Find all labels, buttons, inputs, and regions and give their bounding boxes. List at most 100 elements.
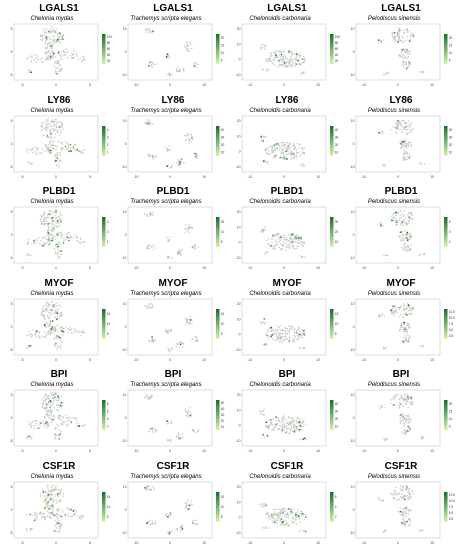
y-tick-label: 0 [125, 233, 127, 237]
cell-point [407, 244, 409, 246]
cell-point [40, 125, 42, 128]
cell-point [404, 312, 407, 315]
cell-point [259, 410, 261, 412]
cell-point [398, 122, 400, 125]
expressing-cell-point [47, 148, 50, 151]
expressing-cell-point [274, 154, 276, 157]
cell-point [27, 253, 29, 255]
cell-point [46, 322, 48, 325]
cell-point [52, 409, 54, 411]
cell-point [301, 62, 303, 64]
colorbar-tick-label: 15 [449, 409, 453, 413]
cell-point [409, 307, 412, 309]
cell-point [67, 332, 69, 334]
y-tick-label: -10 [122, 73, 127, 77]
cell-point [280, 141, 283, 144]
cell-point [41, 335, 44, 337]
cell-point [45, 404, 48, 406]
x-tick-label: 0 [55, 449, 57, 453]
cell-point [409, 493, 411, 495]
cell-point [171, 348, 174, 351]
cell-point [280, 55, 282, 58]
cell-point [267, 69, 269, 71]
cell-point [167, 73, 169, 75]
cell-point [177, 159, 179, 161]
expressing-cell-point [408, 430, 410, 433]
cell-point [395, 486, 397, 488]
cell-point [166, 236, 168, 238]
cell-point [53, 65, 55, 68]
cell-point [297, 55, 299, 57]
cell-point [274, 53, 276, 55]
expressing-cell-point [260, 136, 263, 138]
expressing-cell-point [275, 416, 278, 419]
cell-point [282, 141, 285, 144]
cell-point [267, 149, 270, 152]
cell-point [57, 240, 59, 243]
cell-point [413, 33, 415, 36]
cell-point [385, 73, 387, 75]
expressing-cell-point [49, 406, 51, 409]
cell-point [397, 129, 400, 131]
cell-point [411, 214, 413, 216]
cell-point [406, 158, 409, 161]
colorbar-tick-label: 10 [221, 151, 225, 155]
cell-point [148, 340, 150, 343]
cell-point [40, 216, 42, 218]
plot-frame [241, 23, 327, 81]
cell-point [407, 65, 409, 67]
cell-point [51, 488, 53, 491]
cell-point [394, 35, 396, 37]
expressing-cell-point [56, 312, 59, 314]
cell-point [45, 304, 47, 306]
cell-point [68, 144, 70, 146]
cell-point [52, 145, 54, 147]
x-tick-label: -10 [248, 358, 253, 362]
cell-point [47, 414, 49, 416]
cell-point [193, 62, 195, 64]
cell-point [50, 300, 53, 302]
cell-point [58, 159, 60, 161]
cell-point [44, 121, 46, 123]
cell-point [186, 411, 188, 414]
cell-point [291, 244, 294, 246]
cell-point [28, 424, 31, 426]
colorbar-tick-label: 6 [335, 495, 337, 499]
expressing-cell-point [61, 330, 63, 332]
cell-point [400, 48, 402, 50]
expressing-cell-point [56, 243, 58, 246]
plot-frame [127, 481, 213, 539]
y-tick-label: 10 [351, 485, 355, 489]
cell-point [67, 146, 70, 148]
cell-point [148, 155, 151, 157]
cell-point [403, 157, 405, 159]
expressing-cell-point [283, 157, 286, 160]
cell-point [51, 511, 54, 513]
cell-point [261, 230, 264, 233]
expressing-cell-point [52, 394, 55, 396]
cell-point [298, 147, 300, 149]
cell-point [392, 494, 394, 496]
cell-point [41, 38, 44, 40]
cell-point [51, 47, 53, 50]
cell-point [177, 163, 179, 165]
cell-point [268, 153, 270, 155]
cell-point [277, 339, 279, 341]
cell-point [293, 427, 295, 429]
cell-point [52, 30, 54, 32]
panel-species-label: Pelodiscus sinensis [367, 16, 421, 22]
cell-point [191, 139, 194, 141]
panel-species-label: Trachemys scripta elegans [130, 16, 202, 22]
expressing-cell-point [402, 340, 404, 343]
colorbar [216, 492, 220, 522]
expressing-cell-point [409, 35, 412, 38]
x-tick-label: 5 [89, 266, 91, 270]
cell-point [52, 415, 54, 418]
cell-point [265, 527, 267, 529]
cell-point [58, 41, 61, 43]
cell-point [303, 519, 305, 521]
colorbar-tick-label: 2.5 [449, 334, 454, 338]
x-tick-label: 0 [397, 541, 399, 545]
cell-point [170, 439, 172, 441]
cell-point [143, 396, 146, 399]
